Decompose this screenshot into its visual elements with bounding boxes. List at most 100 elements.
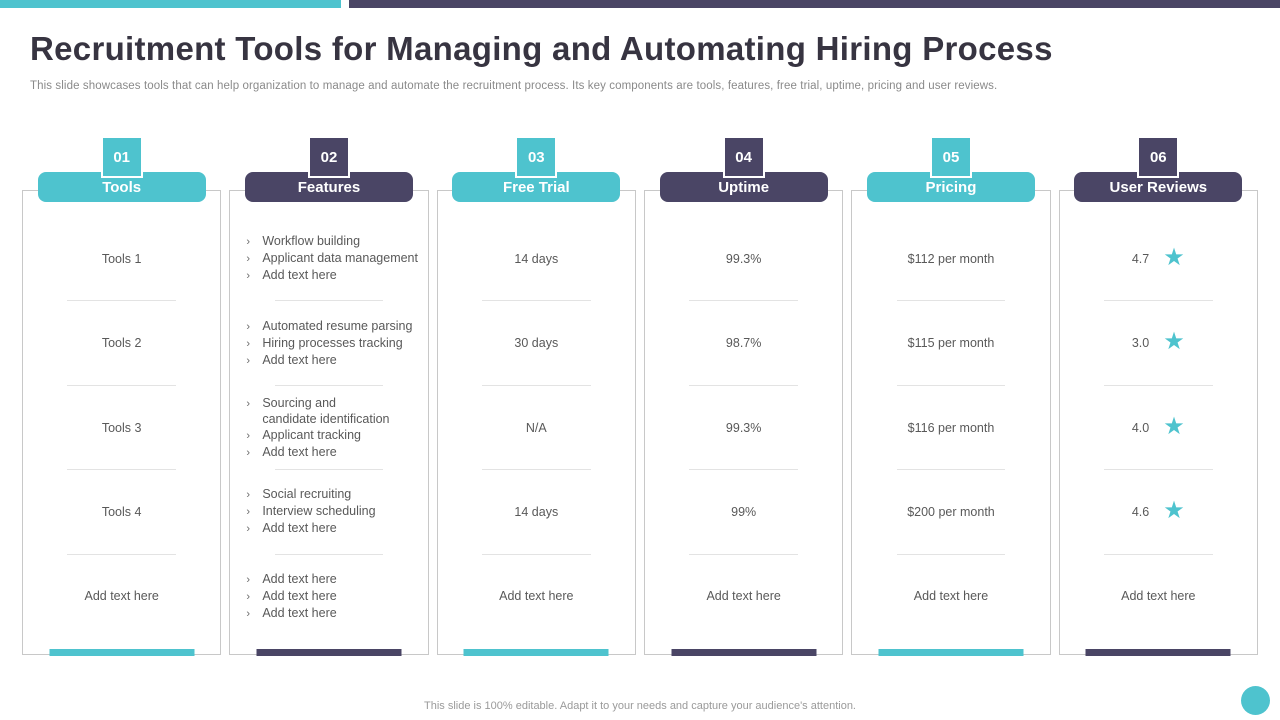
table-cell-rating: 3.0 ★ <box>1060 301 1257 384</box>
top-accent-bar-teal <box>0 0 341 8</box>
cell-text: Add text here <box>913 589 989 604</box>
row-divider <box>482 384 591 386</box>
feature-item: Add text here <box>262 605 337 620</box>
column-body: 4.7 ★ 3.0 ★ 4.0 ★ 4.6 <box>1058 190 1258 656</box>
table-cell: › Social recruiting › Interview scheduling… <box>230 470 427 553</box>
top-accent-bar-purple <box>349 0 1280 8</box>
feature-item: Social recruiting <box>262 487 352 502</box>
feature-item: Add text here <box>262 571 337 586</box>
row-divider <box>896 469 1006 471</box>
feature-item: Applicant data management <box>262 251 418 266</box>
chevron-bullet-icon: › <box>246 590 250 603</box>
table-cell: 98.7% <box>645 301 842 384</box>
cell-text: 14 days <box>514 504 559 519</box>
row-divider <box>482 469 591 471</box>
cell-text: Add text here <box>1121 589 1196 604</box>
chevron-bullet-icon: › <box>246 253 250 266</box>
feature-item: Sourcing and candidate identification <box>262 395 390 426</box>
table-cell: Tools 3 <box>23 386 220 469</box>
comparison-table: 01 Tools Tools 1 Tools 2 Tools 3 Tools 4… <box>22 136 1258 656</box>
chevron-bullet-icon: › <box>246 523 250 536</box>
rating-value: 3.0 <box>1131 336 1150 351</box>
column-number-badge: 03 <box>515 136 558 178</box>
cell-text: $116 per month <box>907 420 995 435</box>
cell-text: Add text here <box>499 589 574 604</box>
column-header-uptime: Uptime <box>659 172 828 202</box>
chevron-bullet-icon: › <box>246 429 250 442</box>
cell-text: Tools 2 <box>101 336 142 351</box>
table-cell: Tools 2 <box>23 301 220 384</box>
column-body: › Workflow building › Applicant data manag… <box>229 190 429 656</box>
column-accent-bar <box>1085 649 1231 656</box>
page-title: Recruitment Tools for Managing and Autom… <box>30 30 1053 67</box>
cell-text: 99% <box>731 504 757 519</box>
column-accent-bar <box>878 649 1024 656</box>
table-cell: $112 per month <box>852 217 1049 300</box>
column-body: 99.3% 98.7% 99.3% 99% Add text here <box>643 190 844 656</box>
row-divider <box>67 469 176 471</box>
feature-item: Add text here <box>262 521 337 536</box>
column-accent-bar <box>671 649 817 656</box>
row-divider <box>1104 384 1213 386</box>
table-cell-placeholder: Add text here <box>852 555 1049 638</box>
cell-text: $200 per month <box>907 504 995 519</box>
feature-item: Add text here <box>262 588 337 603</box>
column-number-badge: 04 <box>722 136 765 178</box>
table-cell: 30 days <box>438 301 635 384</box>
row-divider <box>896 384 1006 386</box>
table-cell: › Automated resume parsing › Hiring proces… <box>230 301 427 384</box>
feature-item: Add text here <box>262 268 337 283</box>
table-cell-rating: 4.6 ★ <box>1060 470 1257 553</box>
row-divider <box>274 553 384 555</box>
corner-dot-decoration <box>1241 686 1270 715</box>
chevron-bullet-icon: › <box>246 397 250 410</box>
row-divider <box>896 300 1006 302</box>
column-accent-bar <box>463 649 609 656</box>
row-divider <box>274 384 384 386</box>
column-body: $112 per month $115 per month $116 per m… <box>851 190 1051 656</box>
cell-text: Tools 1 <box>101 251 142 266</box>
column-number-badge: 05 <box>929 136 972 178</box>
row-divider <box>482 553 591 555</box>
column-number-badge: 02 <box>307 136 350 178</box>
table-cell-placeholder: Add text here <box>1060 555 1257 638</box>
cell-text: $112 per month <box>907 251 995 266</box>
cell-text: Add text here <box>84 589 159 604</box>
table-cell: $200 per month <box>852 470 1049 553</box>
feature-item: Automated resume parsing <box>262 318 413 333</box>
table-cell: Tools 4 <box>23 470 220 553</box>
row-divider <box>274 300 384 302</box>
table-cell-placeholder: › Add text here › Add text here › Add text … <box>230 555 427 638</box>
table-cell: N/A <box>438 386 635 469</box>
table-cell: 99.3% <box>645 386 842 469</box>
slide-footer-note: This slide is 100% editable. Adapt it to… <box>424 700 856 712</box>
feature-item: Workflow building <box>262 234 361 249</box>
feature-item: Hiring processes tracking <box>262 335 403 350</box>
cell-text: 30 days <box>514 336 559 351</box>
column-accent-bar <box>49 649 195 656</box>
chevron-bullet-icon: › <box>246 320 250 333</box>
table-cell-placeholder: Add text here <box>438 555 635 638</box>
rating-value: 4.6 <box>1131 504 1150 519</box>
table-cell-rating: 4.0 ★ <box>1060 386 1257 469</box>
cell-text: N/A <box>525 420 547 435</box>
chevron-bullet-icon: › <box>246 506 250 519</box>
rating-value: 4.0 <box>1131 420 1150 435</box>
row-divider <box>896 553 1006 555</box>
feature-item: Add text here <box>262 352 337 367</box>
column-tools: 01 Tools Tools 1 Tools 2 Tools 3 Tools 4… <box>22 136 222 656</box>
star-icon: ★ <box>1163 328 1185 356</box>
cell-text: Tools 3 <box>101 420 142 435</box>
column-features: 02 Features › Workflow building › Applican… <box>229 136 429 656</box>
table-cell: › Workflow building › Applicant data manag… <box>230 217 427 300</box>
chevron-bullet-icon: › <box>246 489 250 502</box>
table-cell-placeholder: Add text here <box>23 555 220 638</box>
table-cell: $116 per month <box>852 386 1049 469</box>
feature-item: Add text here <box>262 444 337 459</box>
row-divider <box>274 469 384 471</box>
star-icon: ★ <box>1163 496 1185 524</box>
cell-text: Tools 4 <box>101 504 142 519</box>
column-user-reviews: 06 User Reviews 4.7 ★ 3.0 ★ 4.0 ★ <box>1058 136 1258 656</box>
table-cell: $115 per month <box>852 301 1049 384</box>
slide-header: Recruitment Tools for Managing and Autom… <box>30 30 1250 92</box>
